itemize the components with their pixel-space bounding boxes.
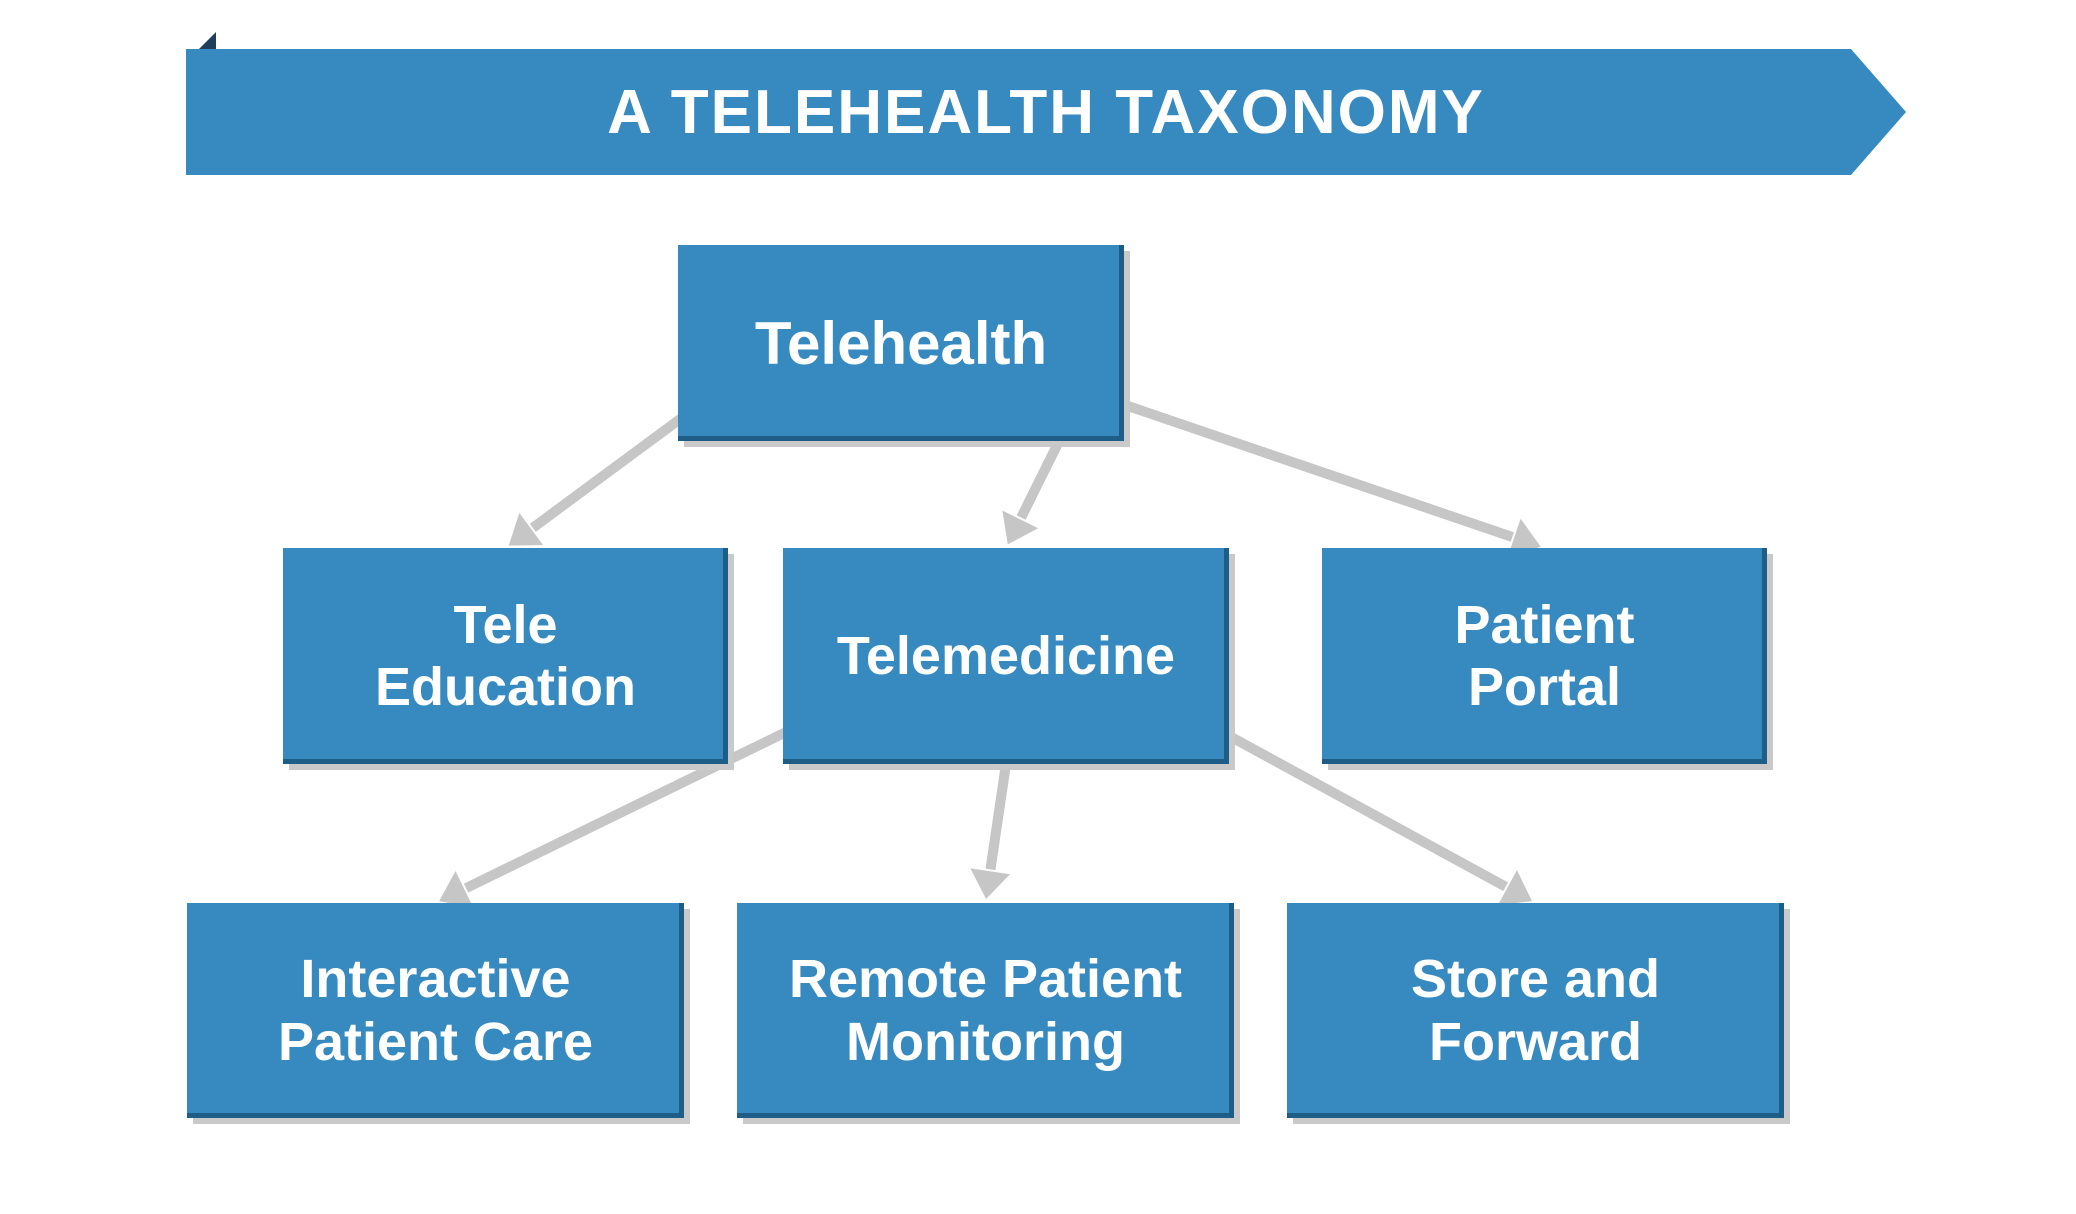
- node-tele-education: TeleEducation: [283, 548, 728, 764]
- node-remote: Remote PatientMonitoring: [737, 903, 1234, 1118]
- node-interactive: InteractivePatient Care: [187, 903, 684, 1118]
- node-store-forward: Store andForward: [1287, 903, 1784, 1118]
- title-banner-wrap: A TELEHEALTH TAXONOMY: [186, 32, 1906, 158]
- node-patient-portal: PatientPortal: [1322, 548, 1767, 764]
- node-telemedicine: Telemedicine: [783, 548, 1229, 764]
- node-telehealth: Telehealth: [678, 245, 1124, 441]
- title-banner: A TELEHEALTH TAXONOMY: [186, 49, 1906, 175]
